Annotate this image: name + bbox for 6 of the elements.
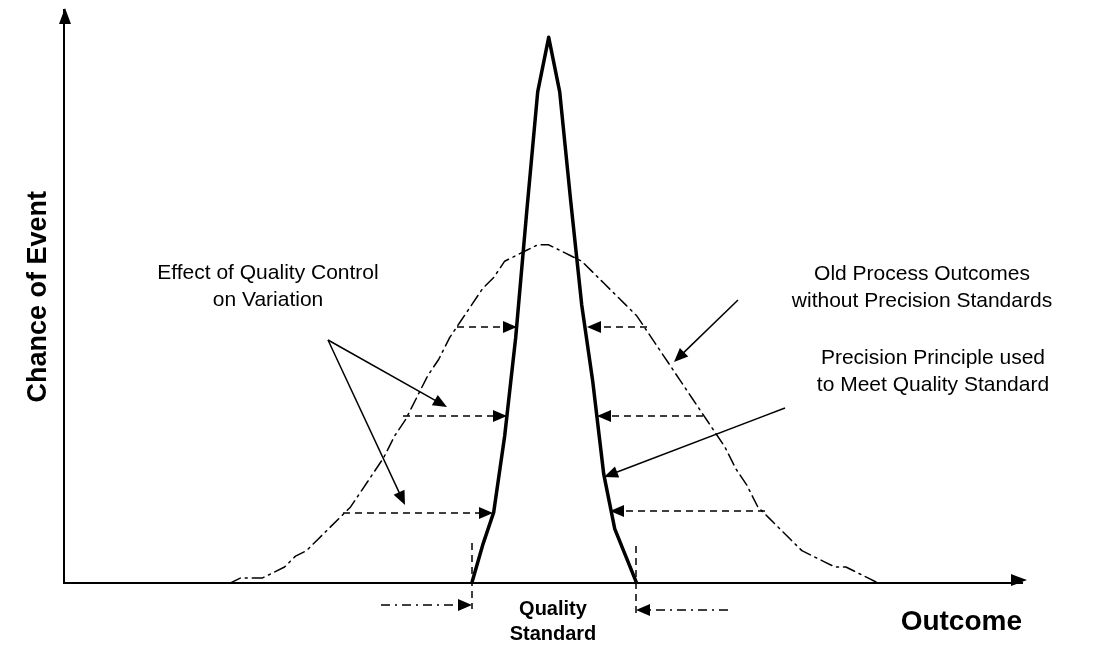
text: Quality Standard <box>508 596 598 646</box>
annotation: Effect of Quality Control on Variation <box>156 259 380 312</box>
y-axis-title: Chance of Event <box>21 190 52 403</box>
annotation: Old Process Outcomes without Precision Standards <box>790 260 1054 313</box>
x-axis-title: Outcome <box>900 604 1022 636</box>
annotation: Precision Principle used to Meet Quality Standard <box>815 344 1051 397</box>
